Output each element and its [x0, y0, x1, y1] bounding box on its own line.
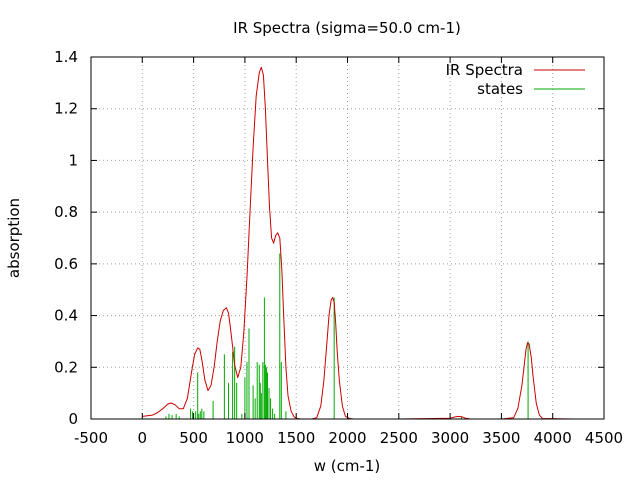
ir-spectra-line [142, 66, 574, 420]
y-axis-label: absorption [5, 198, 23, 278]
y-tick-labels: 0 0.2 0.4 0.6 0.8 1 1.2 1.4 [54, 48, 78, 428]
x-tick-label: 4000 [534, 429, 572, 447]
tick-layer [90, 56, 605, 420]
x-tick-label: 0 [138, 429, 148, 447]
y-tick-label: 0 [68, 410, 78, 428]
grid [91, 57, 604, 419]
x-tick-label: 3500 [482, 429, 520, 447]
series-layer [142, 66, 574, 420]
x-tick-label: 1500 [277, 429, 315, 447]
x-tick-label: 2000 [328, 429, 366, 447]
y-tick-label: 0.6 [54, 255, 78, 273]
y-tick-label: 1.4 [54, 48, 78, 66]
x-axis-label: w (cm-1) [314, 457, 381, 475]
x-tick-label: 2500 [380, 429, 418, 447]
x-tick-label: 1000 [226, 429, 264, 447]
y-tick-label: 1 [68, 151, 78, 169]
x-tick-label: 4500 [585, 429, 623, 447]
y-tick-label: 1.2 [54, 100, 78, 118]
y-tick-label: 0.8 [54, 203, 78, 221]
x-tick-label: 3000 [431, 429, 469, 447]
y-tick-label: 0.4 [54, 307, 78, 325]
x-tick-label: 500 [179, 429, 208, 447]
x-tick-label: -500 [74, 429, 108, 447]
y-tick-label: 0.2 [54, 358, 78, 376]
legend-label-states: states [477, 80, 523, 98]
legend: IR Spectra states [446, 61, 585, 98]
chart-title: IR Spectra (sigma=50.0 cm-1) [233, 19, 461, 37]
legend-label-ir-spectra: IR Spectra [446, 61, 523, 79]
x-tick-labels: -500 0 500 1000 1500 2000 2500 3000 3500 4000 4500 [74, 429, 623, 447]
